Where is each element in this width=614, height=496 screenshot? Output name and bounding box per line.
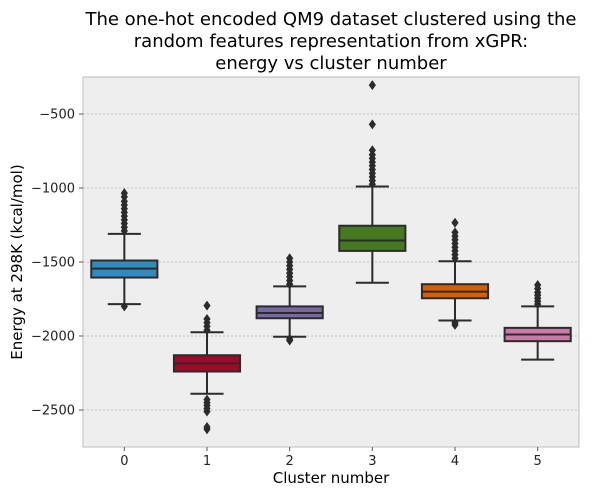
y-tick-label: −2500: [31, 404, 75, 419]
x-tick-label: 1: [203, 454, 211, 469]
y-tick-label: −2000: [31, 330, 75, 345]
y-tick-label: −1000: [31, 182, 75, 197]
y-tick-label: −1500: [31, 256, 75, 271]
chart-title-line-3: energy vs cluster number: [215, 53, 447, 74]
outlier-point: [286, 333, 294, 344]
outlier-point: [368, 80, 376, 91]
chart-title-line-1: The one-hot encoded QM9 dataset clustere…: [84, 9, 576, 30]
x-axis-label: Cluster number: [273, 469, 390, 487]
box-group-cluster-2: [255, 253, 324, 346]
box-group-cluster-0: [90, 188, 159, 312]
outlier-point: [203, 300, 211, 311]
outlier-point: [451, 317, 459, 328]
y-tick-label: −500: [39, 108, 75, 123]
box-group-cluster-3: [338, 80, 407, 284]
outlier-point: [120, 301, 128, 312]
chart-title-line-2: random features representation from xGPR…: [134, 31, 528, 52]
outlier-point: [451, 217, 459, 228]
x-tick-label: 2: [286, 454, 294, 469]
x-tick-label: 3: [368, 454, 376, 469]
outlier-point: [451, 227, 459, 238]
grid-lines: [83, 113, 579, 411]
outlier-point: [368, 145, 376, 156]
outlier-point: [203, 394, 211, 405]
box-body: [338, 224, 407, 252]
outlier-point: [203, 422, 211, 433]
y-axis-ticks: −2500 −2000 −1500 −1000 −500: [31, 108, 83, 419]
outlier-point: [368, 119, 376, 130]
box-series: [90, 80, 572, 435]
outlier-point: [203, 313, 211, 324]
box-group-cluster-1: [172, 300, 242, 435]
x-axis-ticks: 0 1 2 3 4 5: [120, 447, 542, 469]
x-tick-label: 0: [120, 454, 128, 469]
outlier-point: [120, 188, 128, 199]
y-axis-label: Energy at 298K (kcal/mol): [8, 164, 26, 359]
outlier-point: [286, 253, 294, 264]
outlier-point: [534, 279, 542, 290]
box-group-cluster-4: [420, 217, 490, 330]
x-tick-label: 4: [451, 454, 459, 469]
x-tick-label: 5: [534, 454, 542, 469]
box-group-cluster-5: [503, 279, 572, 361]
